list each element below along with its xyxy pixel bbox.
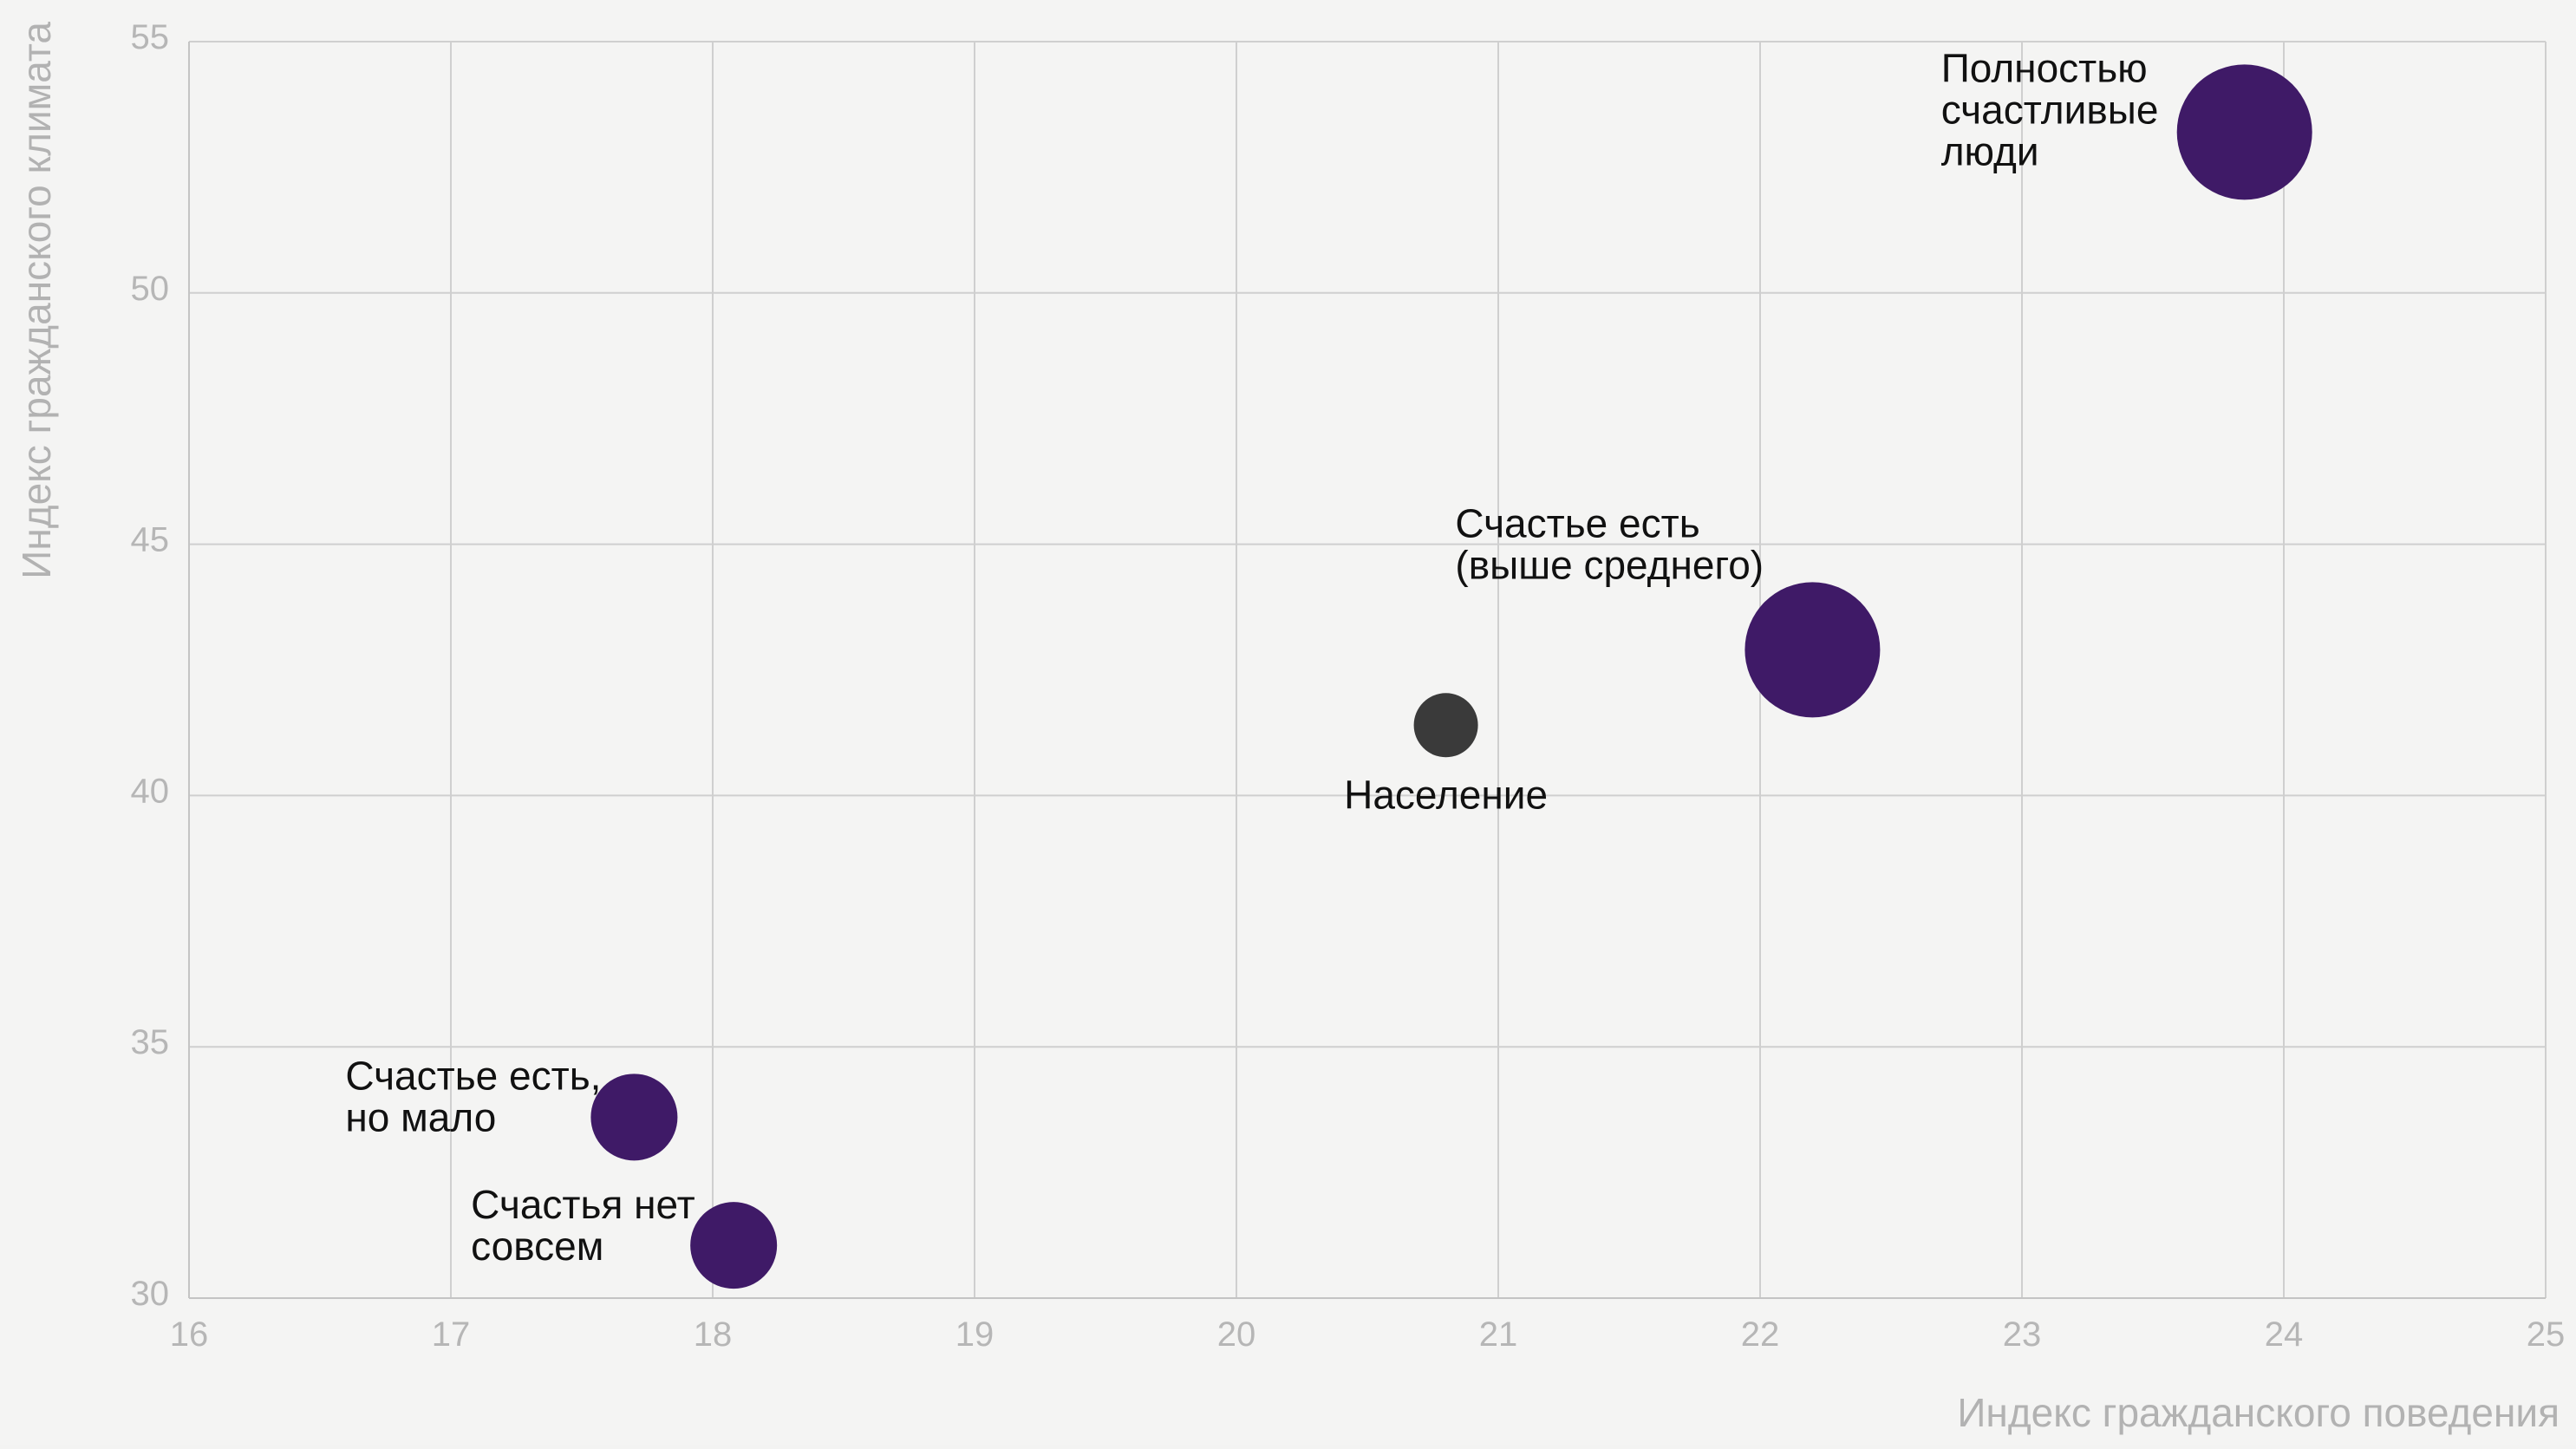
bubble-point: [690, 1202, 777, 1289]
y-axis-title: Индекс гражданского климата: [14, 22, 59, 579]
x-tick-label: 18: [694, 1315, 733, 1354]
bubble-label-line: Счастье есть,: [345, 1053, 601, 1098]
bubble-label-line: Население: [1344, 772, 1548, 817]
x-tick-label: 22: [1741, 1315, 1780, 1354]
x-tick-label: 20: [1217, 1315, 1256, 1354]
x-tick-label: 21: [1479, 1315, 1518, 1354]
bubble-label-line: люди: [1941, 128, 2039, 173]
y-tick-label: 30: [131, 1275, 170, 1313]
x-tick-label: 19: [955, 1315, 995, 1354]
bubble-point: [2177, 64, 2312, 199]
y-tick-label: 45: [131, 521, 170, 559]
x-tick-label: 16: [170, 1315, 209, 1354]
x-axis-title: Индекс гражданского поведения: [1957, 1390, 2560, 1435]
bubble-label-line: счастливые: [1941, 87, 2159, 132]
bubble-label-line: (выше среднего): [1455, 542, 1764, 587]
bubble-label-line: Полностью: [1941, 45, 2148, 90]
y-tick-label: 40: [131, 772, 170, 810]
bubble-point: [590, 1074, 677, 1160]
bubble-point: [1745, 582, 1880, 717]
bubble-label-line: Счастья нет: [471, 1182, 695, 1227]
y-tick-label: 50: [131, 270, 170, 308]
bubble-label-line: Счастье есть: [1455, 500, 1699, 545]
x-tick-label: 24: [2265, 1315, 2304, 1354]
bubble-label: Население: [1344, 772, 1548, 817]
x-tick-label: 25: [2527, 1315, 2566, 1354]
y-tick-label: 55: [131, 18, 170, 56]
bubble-label-line: но мало: [345, 1094, 496, 1139]
bubble-label-line: совсем: [471, 1224, 603, 1269]
x-tick-label: 23: [2003, 1315, 2042, 1354]
y-tick-label: 35: [131, 1023, 170, 1061]
bubble-point: [1414, 693, 1478, 757]
x-tick-label: 17: [432, 1315, 471, 1354]
